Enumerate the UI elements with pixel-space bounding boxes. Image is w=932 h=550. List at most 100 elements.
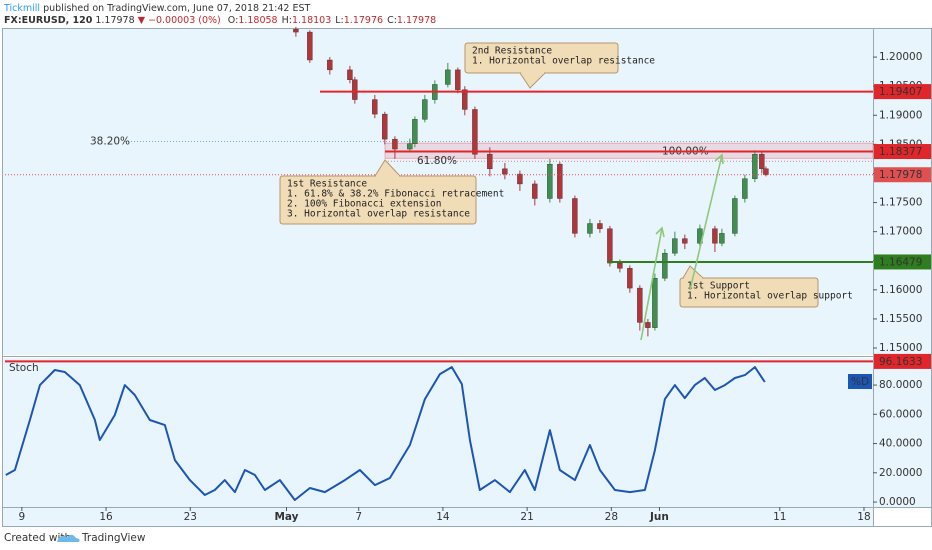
callout-text: 1st Resistance	[287, 179, 367, 190]
ohlc-value: 1.17976	[344, 15, 383, 26]
callout-text: 2. 100% Fibonacci extension	[287, 199, 441, 210]
candle-body	[487, 154, 493, 170]
level-badge	[874, 167, 931, 183]
candle-body	[293, 28, 299, 33]
x-tick-label: 16	[99, 511, 113, 523]
plot: 1.150001.155001.160001.165001.170001.175…	[5, 26, 931, 523]
x-tick-label: 18	[857, 511, 870, 523]
candle-body	[422, 99, 428, 120]
y-tick-label: 1.15500	[879, 313, 922, 325]
ohlc: O:1.18058 H:1.18103 L:1.17976 C:1.17978	[228, 15, 436, 26]
y-tick-label: 1.17500	[879, 197, 922, 209]
candle-body	[382, 113, 388, 140]
logo-icon	[57, 534, 80, 542]
candle-body	[587, 223, 593, 234]
level-label: 96.1633	[879, 356, 922, 368]
y-tick-label: 80.0000	[879, 379, 922, 391]
arrow-head	[714, 153, 724, 165]
callout-text: 1st Support	[687, 281, 750, 292]
candle-body	[557, 163, 563, 199]
y-tick-label: 40.0000	[879, 438, 922, 450]
callout-box	[279, 175, 477, 225]
fib-label: 61.80%	[417, 155, 457, 167]
x-tick-label: Jun	[649, 511, 669, 523]
y-tick-label: 0.0000	[879, 496, 916, 508]
legend-badge	[848, 374, 872, 389]
callout-text: 2nd Resistance	[472, 46, 552, 57]
candle-body	[307, 31, 313, 61]
candle-body	[763, 168, 769, 175]
candle-body	[517, 173, 523, 185]
arrows	[640, 153, 724, 341]
candle-body	[455, 69, 461, 90]
level-badge	[874, 84, 931, 100]
x-tick-label: 11	[773, 511, 786, 523]
candle-body	[627, 268, 633, 289]
level-badge	[874, 254, 931, 270]
candle-body	[407, 143, 413, 150]
x-tick-label: May	[274, 511, 298, 523]
y-tick-label: 1.16000	[879, 284, 922, 296]
candle-body	[352, 79, 358, 100]
footer-brand[interactable]: TradingView	[81, 532, 146, 544]
y-tick-label: 20.0000	[879, 467, 922, 479]
ohlc-value: 1.18058	[238, 15, 277, 26]
x-tick-label: 7	[355, 511, 362, 523]
tradingview-logo	[57, 534, 80, 542]
y-tick-label: 1.19000	[879, 109, 922, 121]
level-label: 1.18377	[879, 146, 922, 158]
x-tick-label: 14	[436, 511, 450, 523]
candle-body	[372, 99, 378, 115]
candle-body	[347, 69, 353, 80]
arrow	[689, 154, 723, 291]
symbol: FX:EURUSD, 120	[4, 15, 93, 26]
fib-label: 38.20%	[90, 135, 130, 147]
candle-body	[652, 277, 658, 328]
callout-text: 1. 61.8% & 38.2% Fibonacci retracement	[287, 189, 504, 200]
ohlc-key: H:	[282, 15, 292, 26]
candle-body	[712, 228, 718, 244]
candle-body	[472, 109, 478, 155]
candle-body	[412, 119, 418, 144]
stoch-line	[5, 366, 766, 501]
published: published on TradingView.com, June 07, 2…	[43, 3, 310, 14]
candle-body	[682, 238, 688, 244]
ohlc-value: 1.18103	[292, 15, 331, 26]
stoch-pane	[2, 358, 873, 507]
ohlc-value: 1.17978	[397, 15, 436, 26]
arrow	[640, 227, 663, 341]
ohlc-key: L:	[335, 15, 344, 26]
y-tick-label: 1.20000	[879, 51, 922, 63]
arrow-head	[655, 226, 665, 238]
callout-text: 1. Horizontal overlap resistance	[472, 56, 655, 67]
y-tick-label: 1.15000	[879, 342, 922, 354]
candle-body	[672, 238, 678, 254]
candle-body	[502, 168, 508, 175]
callout-text: 1. Horizontal overlap support	[687, 291, 853, 302]
candle-body	[752, 154, 758, 179]
candle-body	[662, 252, 668, 279]
ohlc-key: C:	[387, 15, 397, 26]
change: ▼ −0.00003 (0%)	[138, 15, 221, 26]
y-tick-label: 60.0000	[879, 408, 922, 420]
publisher: Tickmill	[3, 3, 40, 14]
callout-box	[679, 277, 819, 308]
x-tick-label: 9	[18, 511, 25, 523]
y-tick-label: 1.17000	[879, 226, 922, 238]
legend-label: %D	[851, 376, 869, 388]
level-badge	[874, 353, 931, 369]
candle-body	[742, 178, 748, 199]
candle-body	[759, 154, 765, 170]
candle-body	[732, 198, 738, 234]
x-tick-label: 23	[184, 511, 197, 523]
candle-body	[532, 183, 538, 199]
ohlc-key: O:	[228, 15, 239, 26]
pane-title: Stoch	[9, 362, 39, 374]
footer-created: Created with	[4, 532, 71, 544]
candle-body	[597, 223, 603, 229]
candle-body	[547, 163, 553, 199]
